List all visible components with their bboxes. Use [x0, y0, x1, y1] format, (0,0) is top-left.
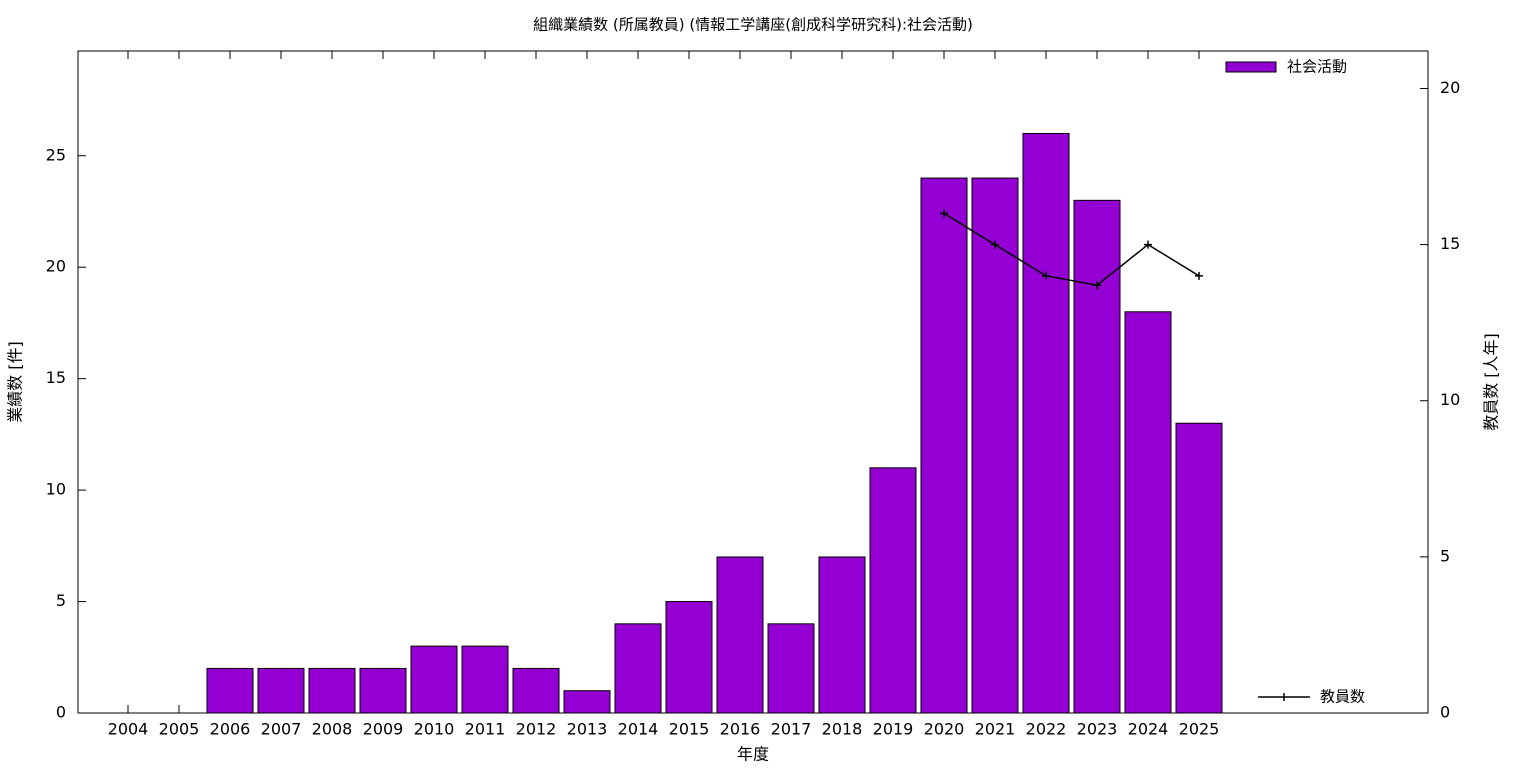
y-tick-label: 20: [46, 257, 66, 276]
x-tick-label: 2010: [414, 720, 455, 739]
y-tick-label: 10: [46, 480, 66, 499]
bar: [614, 623, 662, 714]
x-tick-label: 2024: [1128, 720, 1169, 739]
line: [943, 212, 1200, 286]
bar: [308, 667, 356, 714]
x-tick-label: 2022: [1026, 720, 1067, 739]
bar: [665, 601, 713, 714]
x-tick-label: 2005: [159, 720, 200, 739]
x-tick-label: 2006: [210, 720, 251, 739]
x-tick-label: 2021: [975, 720, 1016, 739]
bar: [461, 645, 509, 714]
line-point: [940, 209, 948, 218]
bar: [818, 556, 866, 714]
y2-tick-label: 10: [1440, 390, 1460, 409]
legend-label: 教員数: [1320, 688, 1365, 706]
x-tick-label: 2012: [516, 720, 557, 739]
x-tick-label: 2025: [1179, 720, 1220, 739]
x-axis-label: 年度: [737, 745, 769, 764]
x-tick-label: 2015: [669, 720, 710, 739]
bar: [359, 667, 407, 714]
y-tick-label: 15: [46, 368, 66, 387]
bar: [1022, 132, 1070, 714]
bar: [869, 467, 917, 714]
bar: [1175, 422, 1223, 714]
y2-axis-label: 教員数 [人年]: [1482, 333, 1501, 431]
x-tick-label: 2020: [924, 720, 965, 739]
x-tick-label: 2004: [108, 720, 149, 739]
x-tick-label: 2017: [771, 720, 812, 739]
x-tick-label: 2007: [261, 720, 302, 739]
bar: [1073, 199, 1121, 714]
x-tick-label: 2019: [873, 720, 914, 739]
x-tick-label: 2013: [567, 720, 608, 739]
y2-tick-label: 0: [1440, 703, 1450, 722]
y-tick-label: 5: [56, 591, 66, 610]
bar: [767, 623, 815, 714]
bar: [206, 667, 254, 714]
x-tick-label: 2014: [618, 720, 659, 739]
y2-tick-label: 20: [1440, 78, 1460, 97]
bar: [920, 177, 968, 714]
x-tick-label: 2018: [822, 720, 863, 739]
y-tick-label: 0: [56, 703, 66, 722]
bar: [512, 667, 560, 714]
y-tick-label: 25: [46, 145, 66, 164]
bar: [971, 177, 1019, 714]
bar: [716, 556, 764, 714]
legend-label: 社会活動: [1287, 58, 1347, 76]
bar: [410, 645, 458, 714]
x-tick-label: 2016: [720, 720, 761, 739]
bar: [1124, 311, 1172, 714]
x-tick-label: 2023: [1077, 720, 1118, 739]
y2-tick-label: 5: [1440, 546, 1450, 565]
y-axis-label: 業績数 [件]: [6, 341, 25, 423]
chart-title: 組織業績数 (所属教員) (情報工学講座(創成科学研究科):社会活動): [533, 16, 973, 34]
legend-swatch: [1225, 61, 1277, 73]
bar: [257, 667, 305, 714]
x-tick-label: 2009: [363, 720, 404, 739]
x-tick-label: 2011: [465, 720, 506, 739]
bar: [563, 690, 611, 714]
y2-tick-label: 15: [1440, 234, 1460, 253]
x-tick-label: 2008: [312, 720, 353, 739]
